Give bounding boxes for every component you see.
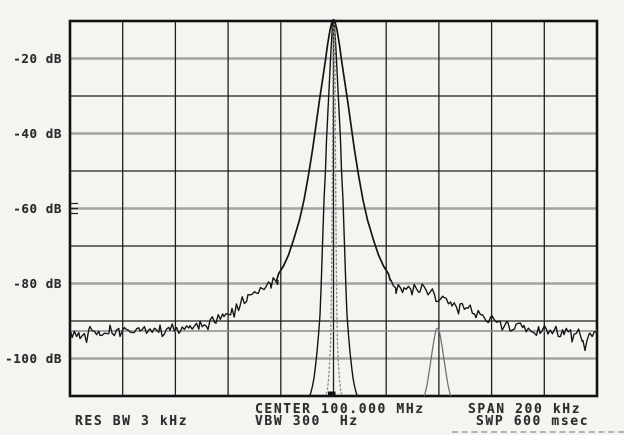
vbw-readout: VBW 300 Hz: [255, 414, 359, 429]
trace-small-signal-peak: [423, 327, 452, 397]
res-bw-readout: RES BW 3 kHz: [75, 414, 189, 429]
trace-noise-floor-left: [69, 277, 279, 344]
trace-narrow-rbw-peak: [325, 23, 343, 395]
y-axis-label: -20 dB: [13, 51, 62, 66]
trace-noise-floor-right: [388, 277, 598, 352]
span-readout: SPAN 200 kHz: [468, 402, 582, 417]
narrow-trace-foot: [328, 391, 336, 396]
sweep-time-readout: SWP 600 msec: [476, 414, 590, 429]
y-axis-label: -40 dB: [13, 126, 62, 141]
graticule: [70, 21, 597, 396]
trace-medium-rbw-peak: [309, 21, 358, 396]
center-frequency-readout: CENTER 100.000 MHz: [255, 402, 425, 417]
y-axis-label: -80 dB: [13, 276, 62, 291]
trace-wide-rbw-peak: [275, 18, 392, 282]
reference-level-ticks: [70, 202, 78, 215]
y-axis-label: -60 dB: [13, 201, 62, 216]
y-axis-label: -100 dB: [5, 351, 62, 366]
scan-artifact-dashes: [452, 431, 624, 433]
